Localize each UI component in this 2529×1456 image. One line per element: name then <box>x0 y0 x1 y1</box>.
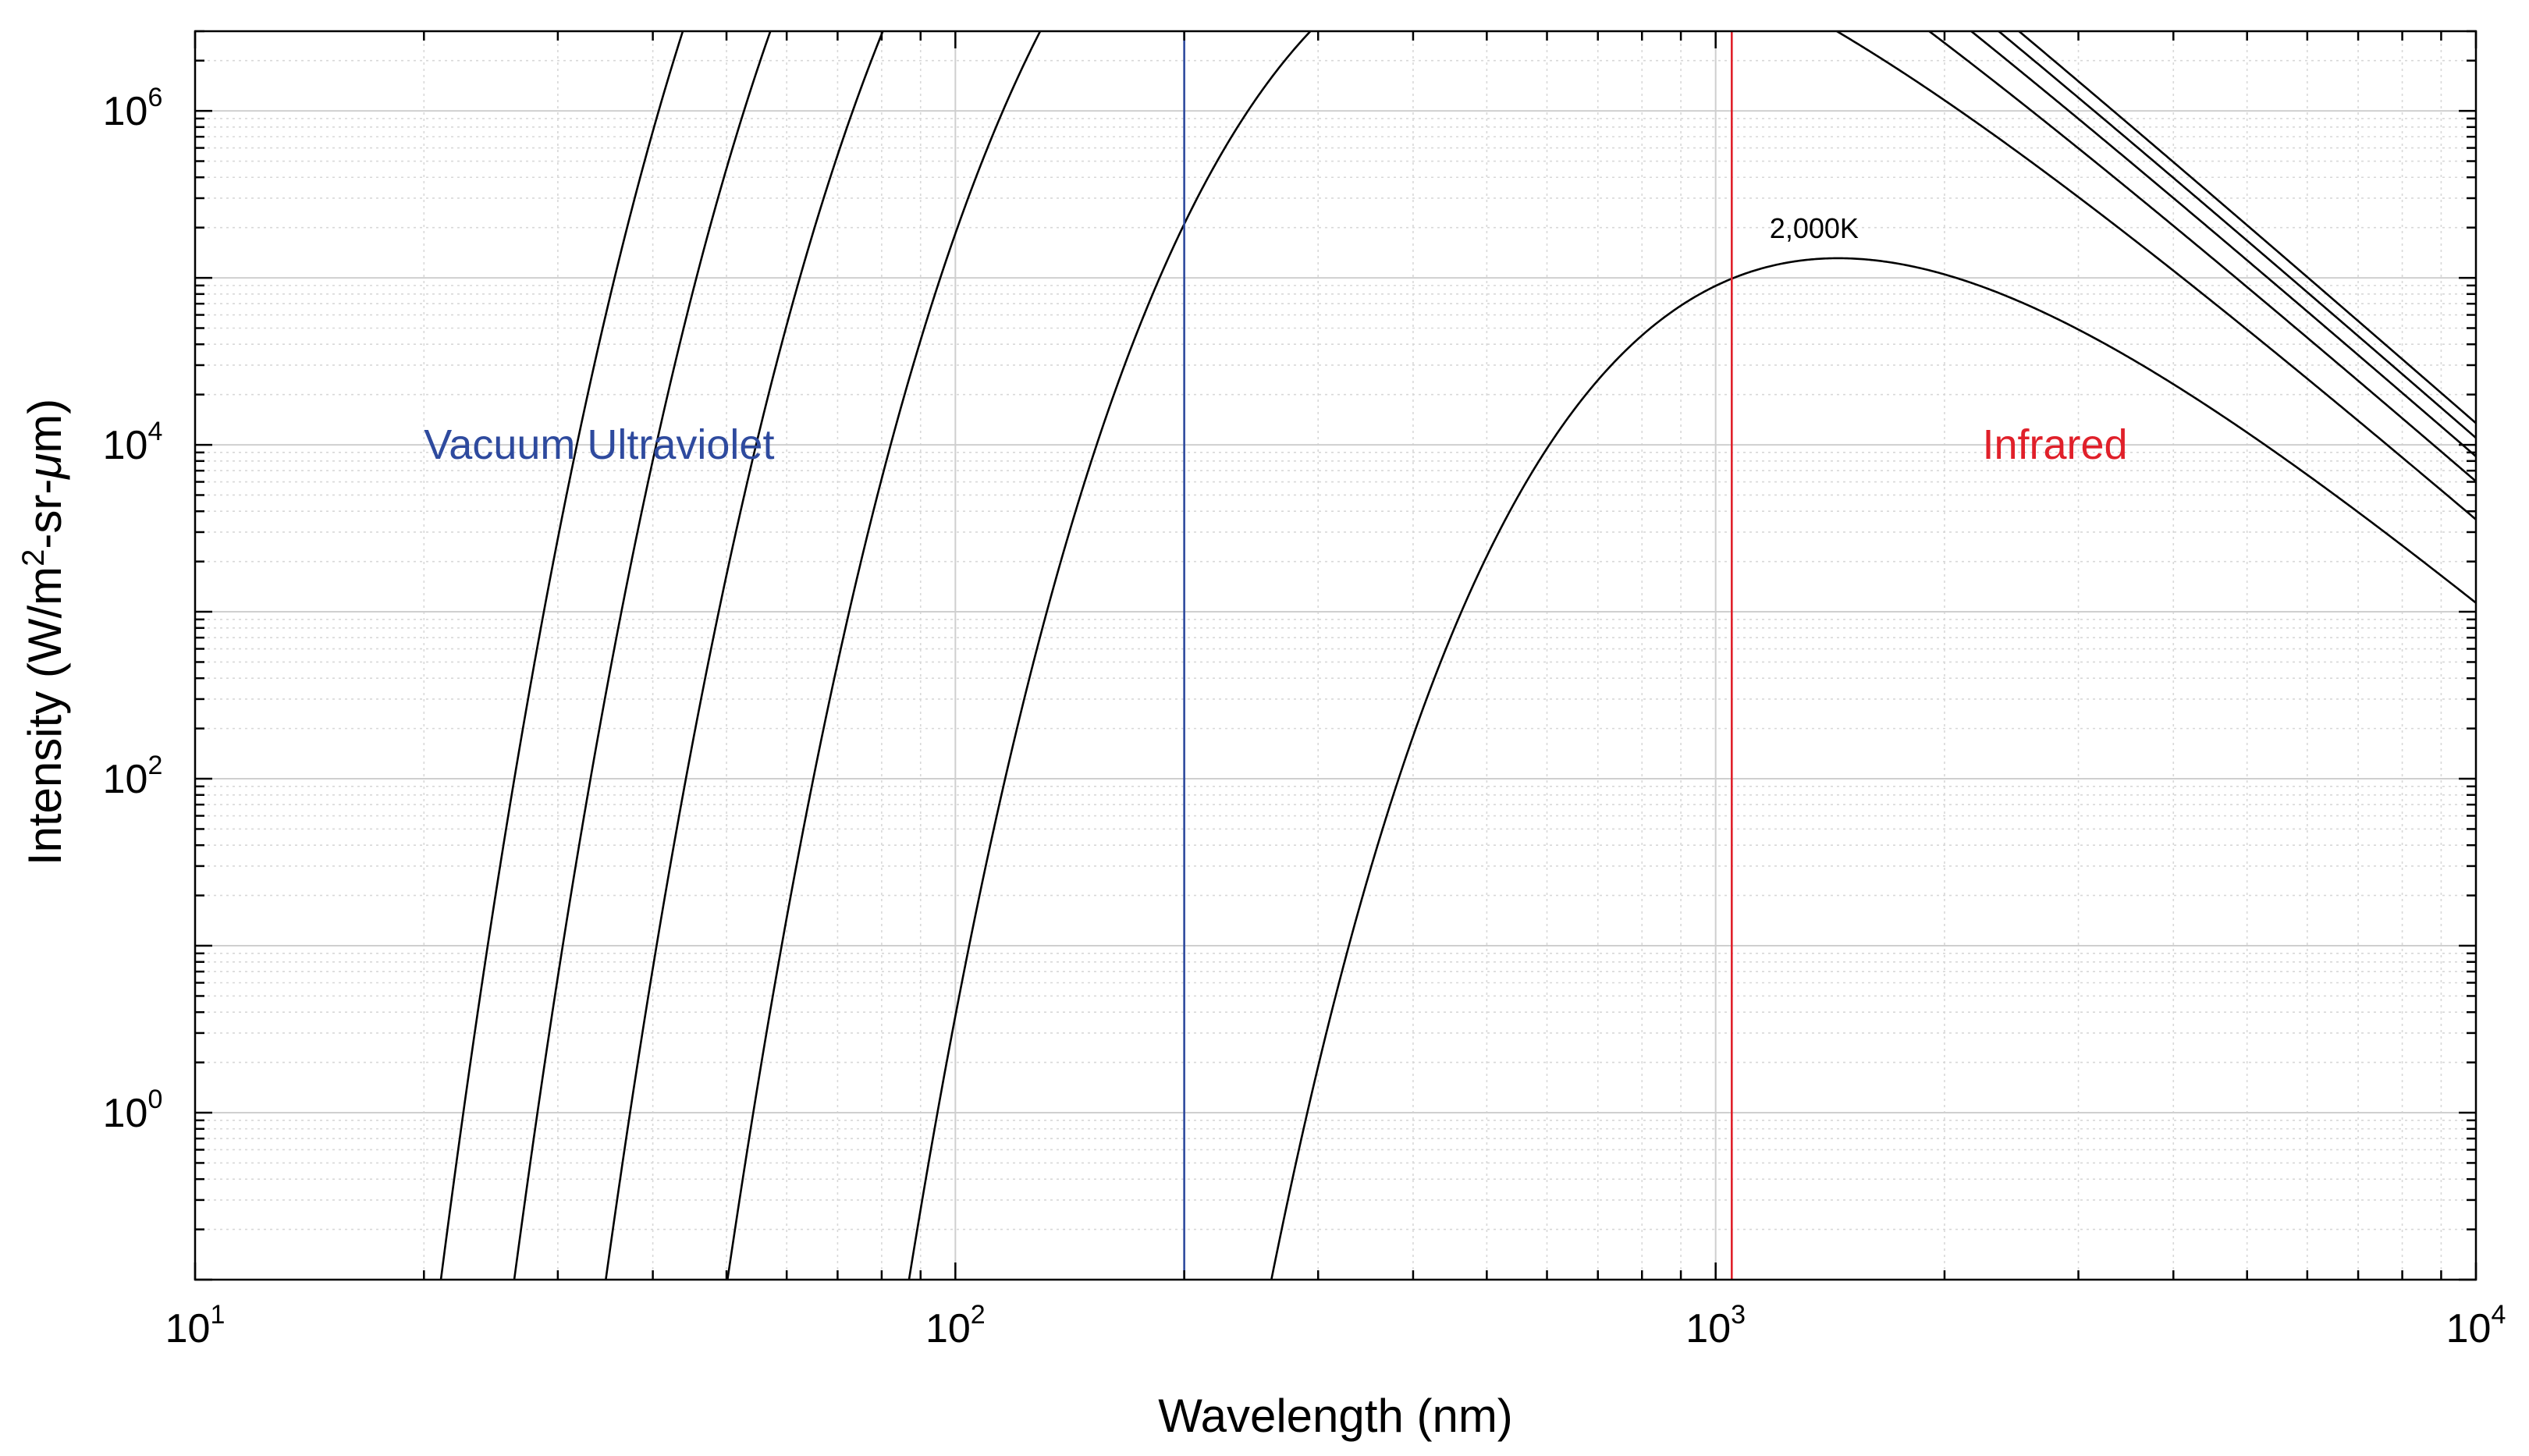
ticks <box>194 30 2477 1281</box>
y-axis-title-mu: μ <box>19 453 71 481</box>
y-tick-label: 100 <box>103 1085 163 1136</box>
y-tick-label-exp: 6 <box>147 83 162 112</box>
reference-lines <box>1183 31 1733 1280</box>
x-axis-title: Wavelength (nm) <box>1158 1390 1513 1442</box>
region-label-vacuum-uv: Vacuum Ultraviolet <box>424 421 774 468</box>
curve-14000k <box>513 31 2476 1280</box>
x-tick-label-exp: 4 <box>2491 1300 2506 1330</box>
y-tick-label: 102 <box>103 751 163 802</box>
y-tick-label-exp: 2 <box>147 751 162 780</box>
y-tick-label-base: 10 <box>103 89 148 134</box>
y-axis-title-rest: -sr- <box>19 479 71 549</box>
x-tick-label: 103 <box>1685 1300 1746 1351</box>
y-axis-title-sup: 2 <box>16 549 51 566</box>
y-tick-label-base: 10 <box>103 423 148 468</box>
curve-17000k <box>439 31 2476 1280</box>
y-tick-label: 104 <box>103 417 163 468</box>
x-tick-label-exp: 1 <box>210 1300 225 1330</box>
curves <box>439 31 2476 1280</box>
x-tick-label: 104 <box>2446 1300 2506 1351</box>
x-tick-label-exp: 3 <box>1731 1300 1746 1330</box>
x-tick-label-exp: 2 <box>971 1300 986 1330</box>
curve-label-2000k: 2,000K <box>1770 212 1859 244</box>
curve-11000k <box>605 31 2476 1280</box>
labels: 10110210310410010210410617,000K14,000K11… <box>103 83 2506 1351</box>
curve-5000k <box>908 31 2476 1280</box>
x-tick-label-base: 10 <box>1685 1306 1731 1351</box>
y-axis-title-main: Intensity (W/m <box>19 566 71 865</box>
y-axis-title: Intensity (W/m2-sr-μm) <box>16 399 71 865</box>
y-tick-label-exp: 0 <box>147 1085 162 1114</box>
plot-frame <box>194 30 2477 1281</box>
y-axis-title-end: m) <box>19 399 71 453</box>
grid <box>194 30 2476 1280</box>
x-tick-label-base: 10 <box>2446 1306 2492 1351</box>
y-tick-label: 106 <box>103 83 163 134</box>
x-tick-label: 101 <box>165 1300 226 1351</box>
y-tick-label-base: 10 <box>103 1091 148 1136</box>
x-tick-label-base: 10 <box>165 1306 211 1351</box>
y-tick-label-base: 10 <box>103 757 148 802</box>
curve-8000k <box>726 31 2476 1280</box>
x-tick-label: 102 <box>925 1300 986 1351</box>
region-label-infrared: Infrared <box>1982 421 2127 468</box>
x-tick-label-base: 10 <box>925 1306 971 1351</box>
curve-2000k <box>1270 257 2476 1280</box>
y-tick-label-exp: 4 <box>147 417 162 446</box>
